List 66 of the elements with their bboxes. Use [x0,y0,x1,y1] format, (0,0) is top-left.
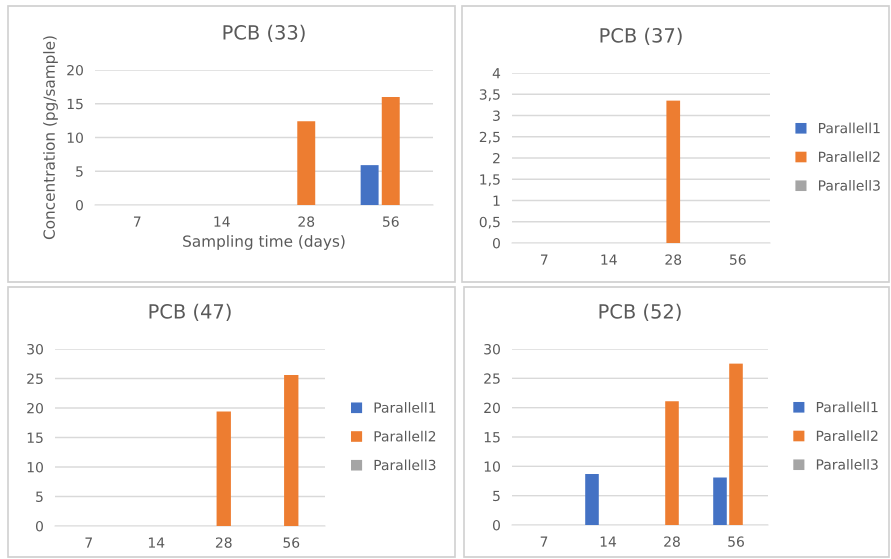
bar [665,401,679,525]
x-tick-label: 7 [540,254,548,265]
x-tick-label: 56 [730,254,746,265]
y-tick-label: 30 [27,344,43,354]
y-tick-label: 5 [76,166,83,177]
x-tick-label: 14 [600,536,616,547]
legend-label: Parallell1 [374,402,436,413]
y-tick-label: 0,5 [480,216,500,229]
y-tick-label: 5 [493,490,500,502]
y-tick-label: 10 [28,462,43,472]
y-axis-title: Concentration (pg/sample) [43,36,58,240]
x-tick-label: 56 [728,536,744,547]
y-tick-label: 10 [68,132,83,143]
x-tick-label: 28 [298,216,314,227]
y-tick-label: 0 [492,520,500,530]
legend-label: Parallell3 [816,459,878,470]
y-tick-label: 3 [493,110,500,121]
chart-title: PCB (33) [224,24,305,42]
y-tick-label: 4 [492,68,500,78]
y-tick-label: 15 [68,98,83,110]
y-tick-label: 10 [484,461,500,472]
bar [360,165,379,205]
y-tick-label: 0 [36,520,43,532]
x-tick-label: 7 [134,216,140,227]
x-tick-label: 56 [283,537,300,548]
y-tick-label: 1,5 [480,174,500,186]
x-tick-label: 28 [664,536,680,547]
chart-title: PCB (47) [150,304,231,322]
x-tick-label: 28 [216,537,232,548]
legend-label: Parallell3 [374,460,436,470]
x-tick-label: 14 [214,216,230,227]
bar [729,364,743,525]
x-axis-title: Sampling time (days) [183,235,345,250]
y-tick-label: 1 [494,196,500,206]
y-tick-label: 15 [484,432,500,442]
y-tick-label: 2,5 [480,132,500,144]
legend-label: Parallell1 [818,122,880,134]
y-tick-label: 0 [492,238,500,248]
x-tick-label: 7 [540,536,548,547]
legend-label: Parallell2 [374,430,436,442]
x-tick-label: 14 [148,538,164,548]
legend-label: Parallell3 [818,180,880,191]
legend-label: Parallell1 [816,402,878,412]
legend-label: Parallell2 [818,151,880,162]
y-tick-label: 2 [493,152,500,164]
x-tick-label: 56 [382,216,399,227]
bar [297,121,316,205]
chart-title: PCB (52) [600,304,681,322]
bar [713,477,727,525]
y-tick-label: 20 [67,64,83,76]
y-tick-label: 20 [27,402,43,414]
y-tick-label: 3,5 [480,89,500,102]
chart-title: PCB (37) [600,28,682,46]
y-tick-label: 25 [484,373,500,384]
legend-label: Parallell2 [816,430,878,442]
y-tick-label: 15 [28,432,43,443]
y-tick-label: 30 [484,344,500,354]
bar [382,97,400,205]
bar [585,474,599,525]
x-tick-label: 14 [601,254,617,265]
x-tick-label: 7 [85,538,92,548]
y-tick-label: 0 [76,200,83,210]
y-tick-label: 20 [484,402,500,414]
y-tick-label: 25 [27,373,43,384]
y-tick-label: 5 [36,492,43,502]
x-tick-label: 28 [665,254,682,265]
